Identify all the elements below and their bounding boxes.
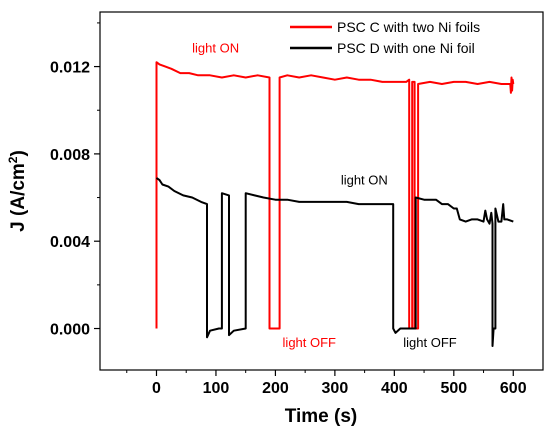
y-tick-label: 0.000 <box>50 322 90 339</box>
x-tick-label: 500 <box>440 380 467 397</box>
x-tick-label: 100 <box>203 380 230 397</box>
ticks <box>94 22 514 376</box>
series-line-psc-d <box>155 177 514 347</box>
annotation-label: light OFF <box>403 335 457 350</box>
plot-frame <box>99 11 544 371</box>
x-tick-label: 400 <box>381 380 408 397</box>
x-tick-label: 200 <box>262 380 289 397</box>
x-tick-label: 600 <box>500 380 527 397</box>
y-tick-label: 0.004 <box>50 234 90 251</box>
y-tick-label: 0.012 <box>50 60 90 77</box>
y-axis-title-sup: 2 <box>6 156 20 163</box>
legend-label-psc-d: PSC D with one Ni foil <box>337 40 475 56</box>
x-tick-label: 300 <box>322 380 349 397</box>
annotation-label: light ON <box>341 172 388 187</box>
y-tick-label: 0.008 <box>50 147 90 164</box>
annotation-label: light OFF <box>283 335 337 350</box>
legend: PSC C with two Ni foils PSC D with one N… <box>290 19 480 56</box>
legend-label-psc-c: PSC C with two Ni foils <box>337 19 480 35</box>
series-group <box>155 61 515 347</box>
annotation-label: light ON <box>192 40 239 55</box>
annotations-group: light ON light ON light OFF light OFF <box>192 40 457 350</box>
x-axis-title: Time (s) <box>285 406 358 427</box>
x-tick-label: 0 <box>152 380 161 397</box>
y-axis-title: J (A/cm2) <box>6 150 29 232</box>
series-line-psc-c <box>155 61 515 330</box>
y-axis-title-main: J (A/cm <box>8 163 29 232</box>
y-axis-title-tail: ) <box>8 150 29 156</box>
tick-labels: 0 100 200 300 400 500 600 0.000 0.004 0.008 0.012 <box>50 60 527 397</box>
